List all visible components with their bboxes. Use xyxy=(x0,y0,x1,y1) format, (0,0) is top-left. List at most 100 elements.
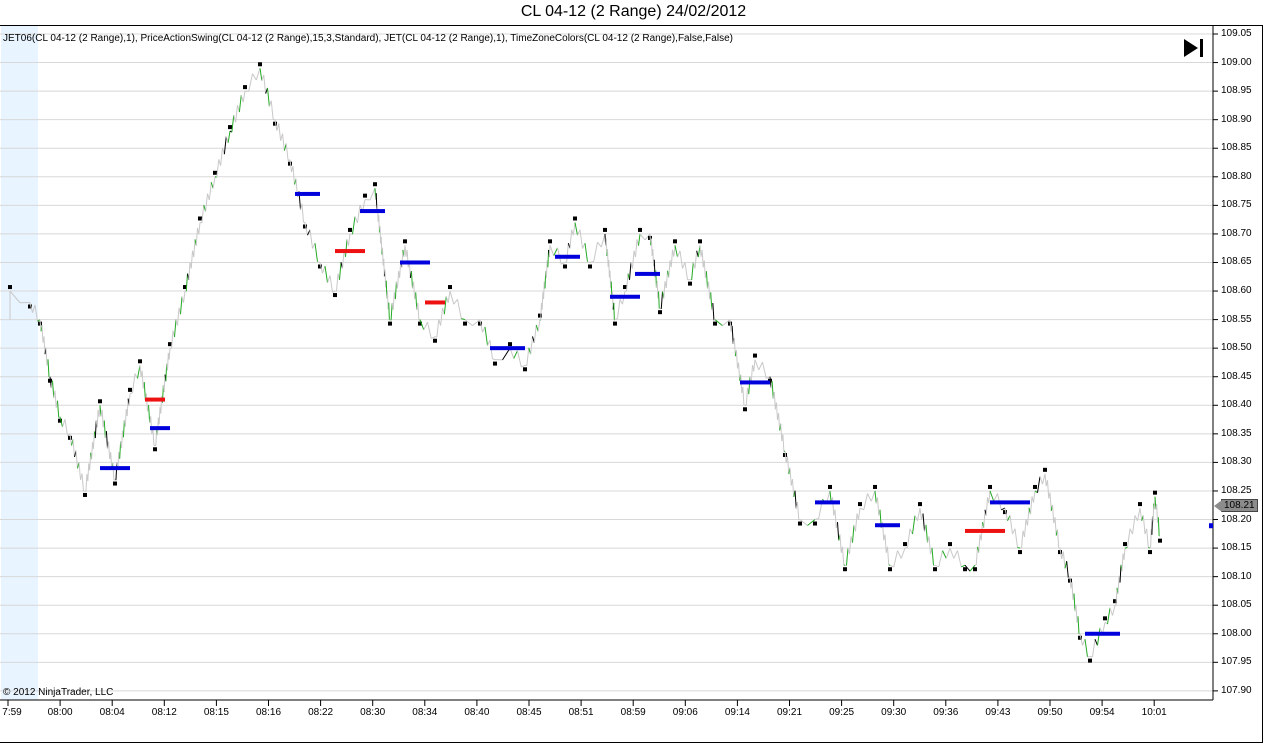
price-segment xyxy=(1039,476,1043,485)
swing-level-low xyxy=(335,249,365,254)
scroll-to-end-icon[interactable] xyxy=(1182,37,1206,59)
swing-point-marker xyxy=(1148,550,1152,555)
price-segment xyxy=(69,433,72,446)
price-segment xyxy=(887,546,890,566)
y-tick-label: 108.50 xyxy=(1221,342,1252,354)
price-segment xyxy=(1129,528,1133,535)
swing-point-marker xyxy=(573,216,577,221)
price-segment xyxy=(859,507,864,511)
price-segment xyxy=(714,319,723,326)
price-segment xyxy=(787,456,790,475)
swing-point-marker xyxy=(363,193,367,198)
price-segment xyxy=(1079,633,1083,646)
price-segment xyxy=(517,350,522,368)
x-tick-label: 08:51 xyxy=(568,707,594,718)
price-segment xyxy=(128,393,131,406)
price-segment xyxy=(464,319,473,326)
price-segment xyxy=(314,243,318,262)
swing-point-marker xyxy=(948,542,952,547)
y-tick-label: 108.65 xyxy=(1221,256,1252,268)
price-segment xyxy=(119,441,122,459)
price-segment xyxy=(701,249,704,268)
x-tick-label: 08:59 xyxy=(620,707,646,718)
price-segment xyxy=(549,245,555,256)
price-segment xyxy=(81,473,84,492)
price-segment xyxy=(1137,507,1141,521)
swing-level-high xyxy=(990,500,1030,505)
price-segment xyxy=(1084,639,1088,657)
x-tick-label: 09:43 xyxy=(985,707,1011,718)
y-tick-label: 108.10 xyxy=(1221,570,1252,582)
price-segment xyxy=(852,524,855,543)
price-segment xyxy=(134,373,138,379)
price-segment xyxy=(423,321,428,331)
price-segment xyxy=(668,260,671,278)
price-segment xyxy=(105,431,108,449)
price-segment xyxy=(733,338,736,357)
price-segment xyxy=(397,271,400,289)
copyright-label: © 2012 NinjaTrader, LLC xyxy=(3,687,114,698)
y-tick-label: 108.80 xyxy=(1221,170,1252,182)
price-segment xyxy=(1097,627,1101,646)
swing-point-marker xyxy=(623,285,627,290)
price-segment xyxy=(1062,551,1066,569)
price-segment xyxy=(938,550,943,568)
price-segment xyxy=(223,136,227,155)
price-segment xyxy=(553,247,558,256)
swing-point-marker xyxy=(1153,490,1157,495)
price-segment xyxy=(1044,473,1047,487)
y-tick-label: 108.40 xyxy=(1221,399,1252,411)
price-segment xyxy=(1009,515,1013,535)
price-segment xyxy=(263,75,267,94)
price-segment xyxy=(312,242,316,249)
swing-level-low xyxy=(145,397,165,402)
price-segment xyxy=(112,462,115,481)
price-segment xyxy=(561,262,566,265)
price-segment xyxy=(617,299,621,319)
price-segment xyxy=(141,370,144,389)
price-segment xyxy=(72,439,75,458)
chart-title: CL 04-12 (2 Range) 24/02/2012 xyxy=(520,3,747,20)
current-swing-marker xyxy=(1209,523,1213,529)
price-segment xyxy=(1115,587,1118,606)
price-segment xyxy=(419,319,425,331)
swing-point-marker xyxy=(1033,484,1037,489)
price-segment xyxy=(914,515,918,521)
price-segment xyxy=(449,290,455,305)
price-segment xyxy=(663,281,666,299)
swing-point-marker xyxy=(903,542,907,547)
price-segment xyxy=(1139,508,1143,521)
y-tick-label: 108.90 xyxy=(1221,113,1252,125)
price-segment xyxy=(731,325,734,344)
price-segment xyxy=(319,262,323,274)
swing-point-marker xyxy=(83,492,87,497)
price-segment xyxy=(274,119,278,131)
y-tick-label: 108.35 xyxy=(1221,427,1252,439)
price-segment xyxy=(942,550,947,559)
y-tick-label: 109.05 xyxy=(1221,28,1252,39)
x-tick-label: 09:54 xyxy=(1089,707,1115,718)
price-segment xyxy=(846,547,849,566)
swing-point-marker xyxy=(1003,510,1007,515)
price-segment xyxy=(242,91,246,103)
swing-point-marker xyxy=(113,481,117,486)
y-tick-label: 108.25 xyxy=(1221,484,1252,496)
price-segment xyxy=(1134,515,1138,521)
price-segment xyxy=(301,203,304,223)
price-segment xyxy=(390,302,393,321)
price-segment xyxy=(309,229,313,249)
price-segment xyxy=(1157,517,1160,537)
swing-point-marker xyxy=(243,85,247,90)
price-segment xyxy=(635,239,638,258)
price-segment xyxy=(1071,582,1074,600)
price-segment xyxy=(122,419,125,438)
price-segment xyxy=(193,239,196,258)
swing-level-low xyxy=(425,300,445,305)
price-segment xyxy=(1146,528,1149,548)
price-segment xyxy=(348,233,351,246)
price-segment xyxy=(614,318,618,321)
price-segment xyxy=(158,406,161,425)
price-segment xyxy=(589,260,594,263)
price-segment xyxy=(584,243,588,262)
